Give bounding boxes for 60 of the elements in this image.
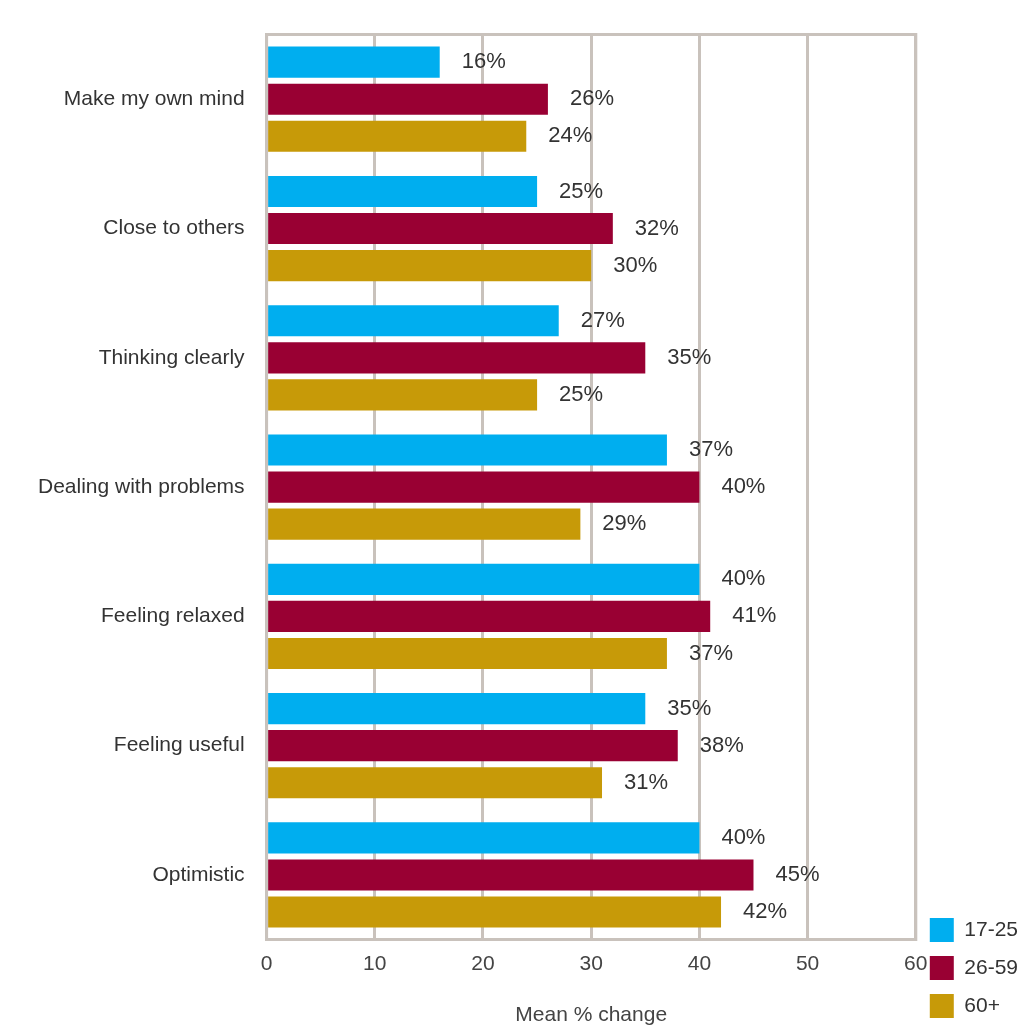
- bar: [268, 250, 592, 282]
- x-tick-label: 50: [795, 951, 820, 974]
- data-label: 27%: [580, 306, 625, 332]
- legend-label: 17-25: [964, 916, 1019, 940]
- legend-label: 26-59: [964, 954, 1019, 978]
- bar: [268, 859, 754, 891]
- y-tick-label: Feeling useful: [113, 732, 245, 756]
- y-tick-label: Optimistic: [152, 861, 245, 885]
- data-label: 45%: [775, 861, 820, 887]
- data-label: 29%: [602, 510, 647, 536]
- data-label: 38%: [699, 731, 744, 757]
- bar: [268, 305, 559, 337]
- data-label: 24%: [548, 122, 593, 148]
- x-tick-label: 0: [260, 951, 273, 974]
- bar: [268, 563, 700, 595]
- x-tick-label: 30: [579, 951, 603, 974]
- data-label: 25%: [559, 380, 604, 406]
- x-tick-label: 40: [687, 951, 712, 974]
- bar: [268, 508, 581, 540]
- data-label: 31%: [624, 768, 669, 794]
- bar: [268, 175, 538, 208]
- y-tick-label: Close to others: [103, 215, 245, 239]
- y-tick-label: Thinking clearly: [98, 344, 246, 368]
- bar: [268, 379, 538, 411]
- data-label: 37%: [688, 436, 733, 462]
- bar: [268, 434, 667, 466]
- data-label: 40%: [721, 823, 766, 849]
- x-tick-label: 60: [904, 951, 928, 974]
- data-label: 26%: [569, 85, 614, 111]
- y-tick-label: Dealing with problems: [37, 473, 245, 497]
- bar: [268, 637, 667, 670]
- data-label: 42%: [743, 898, 788, 924]
- bar: [268, 46, 440, 78]
- x-tick-label: 10: [363, 951, 387, 974]
- y-tick-label: Feeling relaxed: [101, 603, 245, 627]
- data-label: 41%: [732, 602, 777, 628]
- bar: [268, 896, 722, 928]
- bar: [268, 212, 613, 245]
- bar: [268, 471, 700, 503]
- data-label: 16%: [461, 48, 506, 74]
- data-label: 25%: [559, 177, 604, 203]
- data-label: 32%: [634, 214, 679, 240]
- x-axis-title: Mean % change: [515, 1002, 668, 1026]
- bar: [268, 767, 603, 799]
- bar: [268, 822, 700, 854]
- legend-label: 60+: [964, 992, 1000, 1016]
- bar: [268, 342, 646, 374]
- bar: [268, 83, 548, 115]
- data-label: 40%: [721, 473, 766, 499]
- bar: [268, 120, 527, 152]
- x-tick-label: 20: [471, 951, 495, 974]
- bar: [268, 600, 711, 632]
- y-tick-label: Make my own mind: [63, 86, 245, 110]
- data-label: 35%: [667, 694, 712, 720]
- data-label: 40%: [721, 565, 766, 591]
- data-label: 35%: [667, 343, 712, 369]
- bar: [268, 730, 678, 762]
- bar: [268, 693, 646, 725]
- data-label: 37%: [688, 639, 733, 665]
- data-label: 30%: [613, 251, 658, 277]
